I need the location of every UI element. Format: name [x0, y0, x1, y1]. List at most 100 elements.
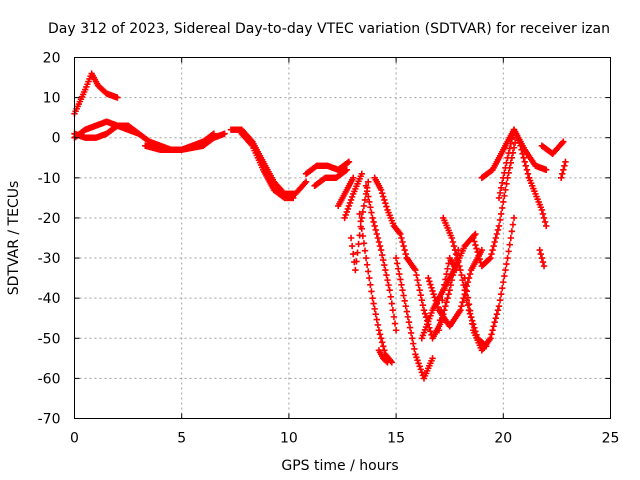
data-point	[346, 199, 354, 207]
data-point	[352, 266, 359, 274]
data-point	[383, 271, 390, 279]
series-arc13	[362, 182, 400, 334]
data-point	[542, 222, 550, 230]
data-point	[411, 345, 418, 353]
data-point	[343, 208, 350, 216]
data-point	[429, 355, 436, 362]
data-point	[435, 327, 443, 334]
data-point	[406, 324, 414, 331]
data-point	[509, 221, 517, 228]
data-point	[365, 268, 372, 275]
data-point	[359, 208, 367, 216]
x-tick-label: 15	[387, 431, 405, 447]
series-arc6	[238, 130, 297, 202]
data-point	[398, 234, 405, 242]
data-point	[397, 276, 404, 283]
data-point	[451, 246, 459, 254]
data-point	[389, 307, 397, 314]
data-point	[495, 302, 503, 310]
data-point	[510, 214, 518, 222]
data-point	[361, 196, 369, 204]
x-tick-label: 25	[602, 431, 620, 447]
data-point	[114, 94, 121, 101]
data-point	[540, 262, 548, 270]
data-point	[469, 320, 476, 327]
data-point	[380, 256, 387, 264]
data-point	[381, 261, 388, 269]
data-point	[395, 265, 402, 272]
data-point	[455, 258, 462, 266]
data-point	[341, 214, 348, 222]
data-point	[494, 307, 502, 314]
data-point	[519, 150, 526, 157]
data-point	[494, 226, 502, 234]
series-arc18	[425, 246, 486, 330]
data-point	[541, 218, 549, 226]
data-point	[489, 246, 496, 254]
data-point	[508, 135, 516, 143]
data-point	[350, 174, 357, 182]
y-tick-label: 10	[43, 91, 61, 107]
data-point	[369, 294, 376, 302]
data-point	[538, 254, 546, 262]
x-tick-label: 0	[70, 431, 79, 447]
data-point	[367, 204, 374, 211]
data-point	[429, 287, 436, 295]
data-point	[368, 288, 375, 295]
data-point	[368, 209, 375, 216]
data-point	[497, 290, 505, 298]
data-point	[472, 230, 479, 238]
data-point	[415, 360, 422, 367]
data-point	[362, 254, 370, 262]
data-point	[500, 198, 507, 206]
data-point	[414, 276, 421, 284]
data-point	[431, 294, 438, 301]
data-point	[378, 190, 386, 197]
data-point	[496, 189, 504, 197]
data-point	[487, 254, 494, 262]
data-point	[399, 238, 406, 246]
data-point	[499, 179, 506, 187]
data-point	[376, 242, 384, 250]
series-arc20	[435, 254, 460, 334]
data-point	[374, 321, 382, 329]
data-point	[289, 194, 297, 202]
data-point	[560, 138, 567, 145]
data-point	[369, 214, 376, 222]
data-point	[362, 182, 370, 190]
data-point	[464, 294, 472, 301]
data-point	[452, 250, 460, 258]
data-point	[366, 274, 373, 282]
data-point	[354, 249, 361, 256]
series-arc1	[71, 70, 121, 117]
data-point	[344, 159, 352, 166]
data-point	[378, 339, 386, 346]
data-point	[507, 234, 515, 242]
data-point	[418, 296, 426, 304]
data-point	[559, 139, 566, 147]
data-point	[387, 293, 394, 301]
data-point	[373, 230, 381, 238]
data-point	[539, 210, 547, 218]
y-axis-label: SDTVAR / TECUs	[6, 181, 22, 296]
data-point	[471, 238, 478, 245]
data-point	[399, 286, 406, 294]
data-point	[542, 166, 550, 174]
data-point	[396, 270, 403, 278]
data-point	[393, 260, 401, 267]
data-point	[470, 234, 477, 242]
data-point	[520, 154, 527, 161]
y-tick-label: -60	[38, 371, 61, 387]
data-point	[476, 255, 483, 263]
data-point	[382, 200, 389, 207]
data-point	[342, 167, 349, 174]
data-point	[501, 272, 508, 280]
series-arc7	[302, 158, 353, 178]
data-point	[377, 186, 385, 194]
data-point	[348, 193, 356, 201]
data-point	[380, 343, 387, 350]
data-point	[383, 358, 390, 365]
data-point	[489, 327, 496, 334]
data-point	[456, 262, 463, 270]
data-point	[407, 329, 415, 337]
